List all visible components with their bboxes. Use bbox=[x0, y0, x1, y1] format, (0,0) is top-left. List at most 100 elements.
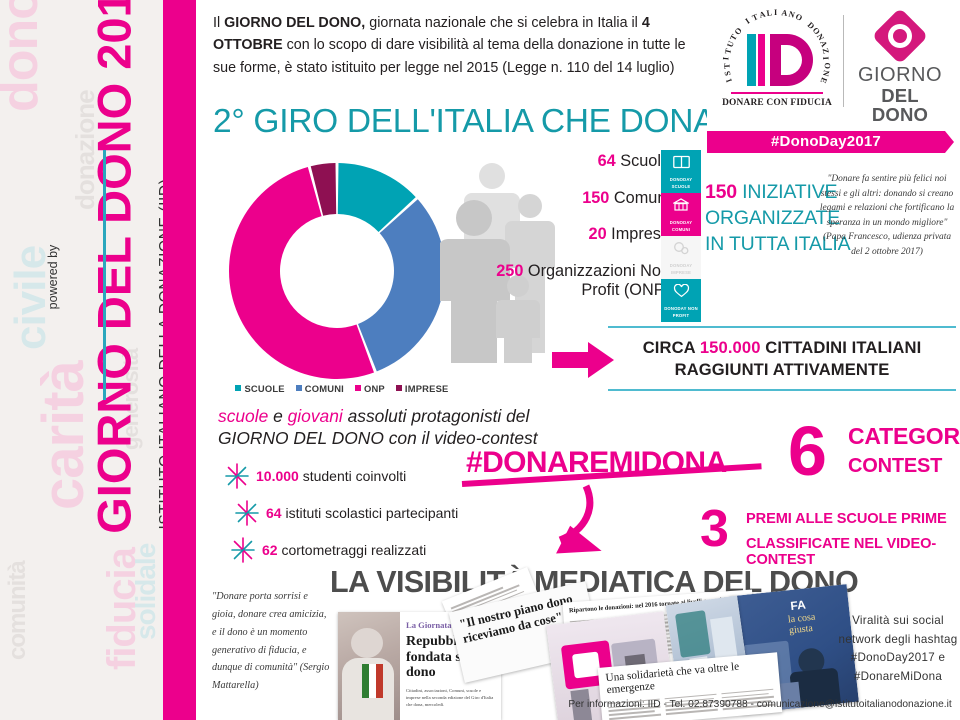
schools-lead-rest: assoluti protagonisti del bbox=[342, 406, 530, 426]
schools-lead-pink-2: giovani bbox=[287, 406, 343, 426]
bullet-value-students: 10.000 bbox=[256, 467, 299, 484]
bullet-students: 10.000 studenti coinvolti bbox=[222, 457, 522, 494]
reach-number: 150.000 bbox=[699, 338, 761, 357]
clipping-kicker: La Giornata bbox=[406, 620, 452, 630]
schools-lead-mid: e bbox=[268, 406, 288, 426]
giro-title: 2° GIRO DELL'ITALIA CHE DONA bbox=[213, 103, 716, 140]
stat-row-onp: 250 Organizzazioni Non Profit (ONP) bbox=[470, 262, 670, 299]
schools-lead-line-2: GIORNO DEL DONO con il video-contest bbox=[218, 428, 538, 449]
initiatives-block: 150 INIZIATIVE ORGANIZZATE IN TUTTA ITAL… bbox=[705, 180, 851, 258]
donut-segment-comuni bbox=[358, 199, 445, 372]
reach-rule-bottom bbox=[608, 389, 956, 392]
stat-label-imprese: Imprese bbox=[606, 225, 670, 244]
initiatives-line-1: 150 INIZIATIVE bbox=[705, 180, 838, 206]
left-sidebar: dono civile carità donazione generosità … bbox=[0, 0, 196, 720]
sidebar-divider bbox=[103, 150, 106, 400]
arrow-right-icon bbox=[552, 342, 614, 378]
stat-value-scuole: 64 bbox=[597, 152, 616, 170]
intro-paragraph: Il GIORNO DEL DONO, giornata nazionale c… bbox=[213, 12, 693, 79]
poster-title: GIORNO DEL DONO 2017 bbox=[87, 0, 141, 534]
intro-text-3: con lo scopo di dare visibilità al tema … bbox=[213, 37, 686, 76]
initiatives-line-2: ORGANIZZATE bbox=[705, 206, 841, 229]
virality-note: Viralità sui social network degli hashta… bbox=[838, 614, 958, 683]
legend-item-comuni: COMUNI bbox=[295, 383, 344, 394]
tile-non-profit: DONODAY NON PROFIT bbox=[661, 279, 701, 322]
categories-label-1: CATEGORIE bbox=[848, 423, 960, 449]
donut-chart bbox=[229, 163, 445, 379]
legend-item-imprese: IMPRESE bbox=[395, 383, 449, 394]
mattarella-quote: "Donare porta sorrisi e gioia, donare cr… bbox=[212, 591, 330, 692]
gears-icon bbox=[661, 241, 701, 260]
initiatives-line-3: IN TUTTA ITALIA bbox=[705, 232, 851, 255]
initiatives-number: 150 bbox=[705, 181, 737, 203]
bullet-institutes: 64 istituti scolastici partecipanti bbox=[232, 494, 522, 531]
book-icon bbox=[661, 155, 701, 174]
reach-suffix: CITTADINI ITALIANI bbox=[760, 338, 922, 357]
reach-line-2: RAGGIUNTI ATTIVAMENTE bbox=[674, 360, 890, 380]
gdd-line-2: DEL DONO bbox=[871, 85, 929, 126]
initiatives-word: INIZIATIVE bbox=[736, 181, 838, 203]
bullet-label-shortfilms: cortometraggi realizzati bbox=[277, 541, 427, 558]
schools-bullets: 10.000 studenti coinvolti 64 istituti sc… bbox=[222, 457, 522, 568]
schools-lead: scuole e giovani assoluti protagonisti d… bbox=[218, 405, 538, 450]
stat-value-comuni: 150 bbox=[582, 188, 610, 207]
categories-number: 6 bbox=[788, 412, 827, 490]
reach-prefix: CIRCA bbox=[642, 338, 700, 357]
diamond-icon bbox=[871, 7, 929, 65]
bullet-text-students: 10.000 studenti coinvolti bbox=[256, 468, 406, 484]
asterisk-icon bbox=[232, 498, 266, 528]
bullet-text-shortfilms: 62 cortometraggi realizzati bbox=[262, 542, 426, 558]
clipping-photo bbox=[338, 612, 400, 720]
categories-label-2: CONTEST bbox=[848, 455, 943, 477]
tile-caption-scuole: DONODAY SCUOLE bbox=[669, 177, 693, 189]
logo-divider bbox=[843, 15, 844, 107]
intro-bold-1: GIORNO DEL DONO, bbox=[224, 15, 366, 31]
stats-list: 64 Scuole 150 Comuni 20 Imprese 250 Orga… bbox=[470, 152, 670, 300]
stat-row-imprese: 20 Imprese bbox=[470, 225, 670, 244]
tile-scuole: DONODAY SCUOLE bbox=[661, 150, 701, 193]
intro-bold-2: 4 OTTOBRE bbox=[213, 15, 650, 54]
bullet-label-institutes: istituti scolastici partecipanti bbox=[281, 504, 459, 521]
donoday-banner: #DonoDay2017 bbox=[707, 131, 954, 153]
stat-label-onp: Organizzazioni Non Profit (ONP) bbox=[523, 262, 670, 299]
bank-icon bbox=[661, 198, 701, 217]
legend-item-onp: ONP bbox=[354, 383, 385, 394]
stat-value-onp: 250 bbox=[496, 262, 524, 281]
reach-text: CIRCA 150.000 CITTADINI ITALIANI RAGGIUN… bbox=[608, 328, 956, 389]
bullet-shortfilms: 62 cortometraggi realizzati bbox=[228, 531, 522, 568]
photo-caption: FA bbox=[789, 597, 807, 614]
legend-item-scuole: SCUOLE bbox=[235, 383, 285, 394]
reach-block: CIRCA 150.000 CITTADINI ITALIANI RAGGIUN… bbox=[608, 326, 956, 392]
gdd-logo: GIORNO DEL DONO bbox=[851, 7, 949, 125]
clipping-body: Cittadini, associazioni, Comuni, scuole … bbox=[406, 688, 494, 707]
donut-segment-scuole bbox=[337, 163, 416, 232]
bullet-text-institutes: 64 istituti scolastici partecipanti bbox=[266, 505, 458, 521]
tile-comuni: DONODAY COMUNI bbox=[661, 193, 701, 236]
footer-contact: Per informazioni: IID - Tel. 02.87390788… bbox=[568, 699, 952, 710]
bullet-value-shortfilms: 62 bbox=[262, 541, 278, 558]
iid-caption: DONARE CON FIDUCIA bbox=[722, 98, 832, 108]
donut-segment-onp bbox=[229, 167, 374, 379]
stat-label-scuole: Scuole bbox=[615, 152, 670, 170]
category-tiles: DONODAY SCUOLE DONODAY COMUNI DONODAY IM… bbox=[661, 150, 701, 322]
people-silhouettes-icon bbox=[440, 163, 555, 363]
stat-value-imprese: 20 bbox=[588, 225, 607, 244]
powered-by-label: powered by bbox=[46, 244, 60, 310]
bullet-label-students: studenti coinvolti bbox=[298, 467, 407, 484]
prizes-label-1: PREMI ALLE SCUOLE PRIME bbox=[746, 511, 947, 527]
tile-caption-imprese: DONODAY IMPRESE bbox=[669, 263, 693, 275]
bullet-value-institutes: 64 bbox=[266, 504, 282, 521]
asterisk-icon bbox=[228, 535, 262, 565]
curved-arrow-icon bbox=[556, 484, 602, 554]
prizes-number: 3 bbox=[700, 500, 729, 558]
schools-lead-pink-1: scuole bbox=[218, 406, 269, 426]
stat-row-comuni: 150 Comuni bbox=[470, 189, 670, 208]
intro-text-1: Il bbox=[213, 15, 225, 31]
intro-text-2: giornata nazionale che si celebra in Ita… bbox=[365, 15, 642, 31]
tile-imprese: DONODAY IMPRESE bbox=[661, 236, 701, 279]
heart-icon bbox=[661, 283, 701, 303]
